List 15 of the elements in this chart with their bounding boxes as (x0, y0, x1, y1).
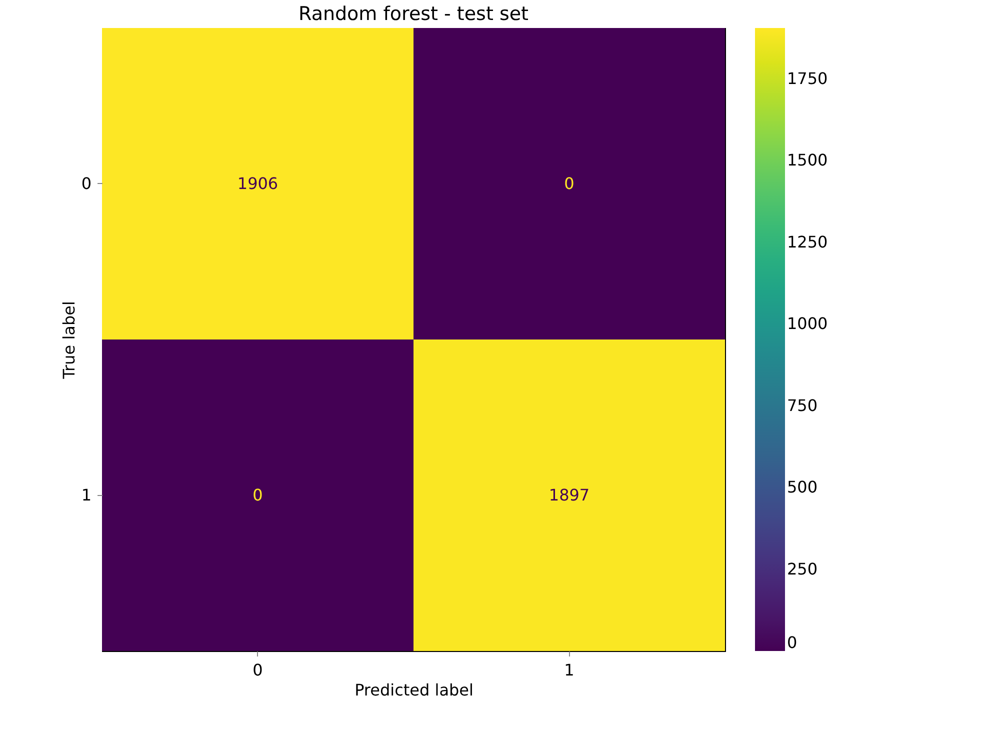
color-bar-label: 1750 (787, 68, 828, 88)
color-bar-label: 750 (787, 396, 818, 415)
color-bar-label: 1000 (787, 314, 828, 334)
color-bar-label: 1500 (787, 150, 828, 170)
color-bar-label: 1250 (787, 232, 828, 252)
data-label: 1897 (548, 485, 590, 504)
x-axis-title: Predicted label (354, 680, 474, 700)
chart-title: Random forest - test set (298, 3, 528, 25)
data-label: 0 (564, 174, 574, 193)
color-bar-label: 0 (787, 633, 798, 652)
y-axis-title: True label (59, 301, 78, 380)
color-bar-label: 500 (787, 478, 818, 497)
data-label: 1906 (237, 174, 278, 193)
data-label: 0 (252, 485, 263, 504)
color-bar-label: 250 (787, 559, 818, 578)
